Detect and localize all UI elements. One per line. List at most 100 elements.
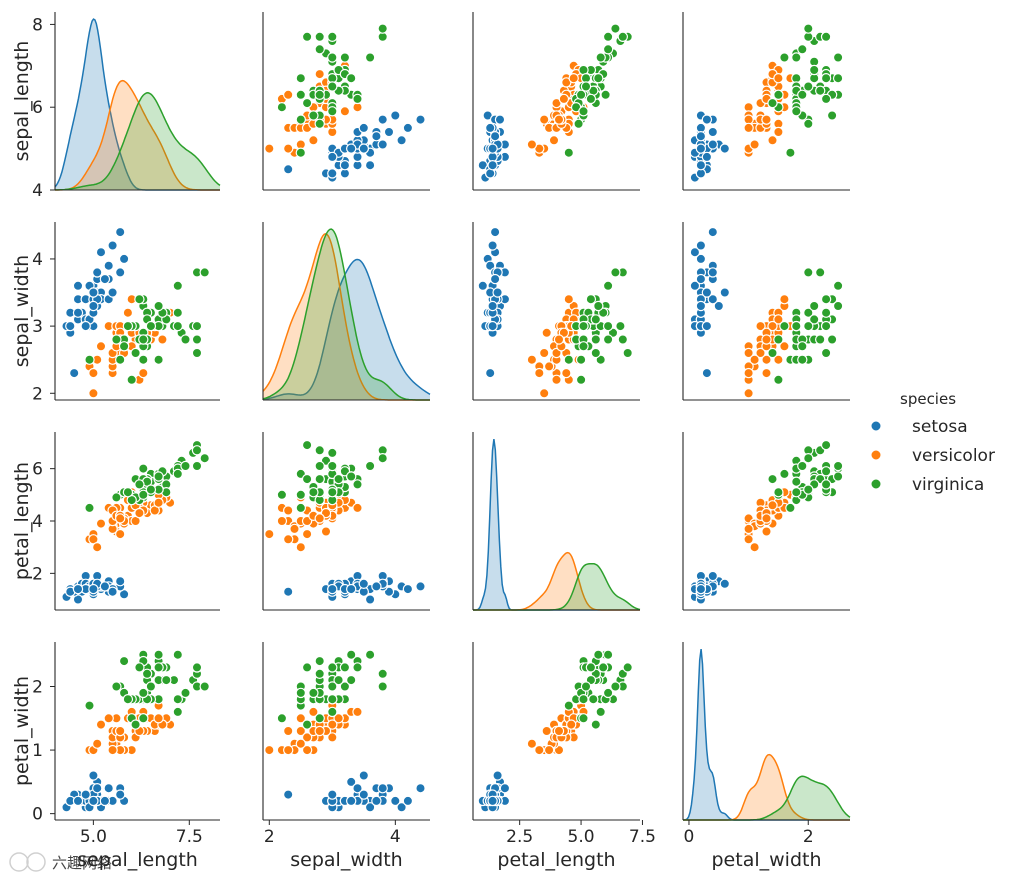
x-tick-label: 0 (684, 827, 695, 847)
point-setosa-43 (719, 287, 731, 298)
point-versicolor-10 (264, 143, 275, 154)
point-virginica-46 (295, 489, 306, 500)
point-virginica-35 (327, 31, 338, 43)
point-virginica-10 (803, 307, 814, 318)
point-versicolor-49 (114, 513, 126, 524)
point-versicolor-36 (153, 713, 164, 724)
point-setosa-31 (352, 783, 363, 794)
point-setosa-23 (346, 776, 357, 788)
point-virginica-21 (111, 334, 122, 345)
point-virginica-6 (785, 502, 796, 514)
point-setosa-49 (487, 143, 498, 154)
subplot-petal_length-vs-petal_width (682, 432, 850, 611)
point-setosa-18 (494, 114, 506, 125)
legend-marker-versicolor (870, 449, 882, 461)
point-setosa-49 (695, 143, 707, 154)
point-setosa-46 (377, 139, 388, 150)
point-setosa-47 (72, 307, 84, 318)
point-setosa-45 (327, 789, 338, 800)
point-setosa-36 (485, 122, 496, 134)
point-virginica-42 (118, 341, 130, 352)
point-virginica-33 (138, 334, 149, 345)
point-versicolor-14 (761, 526, 772, 537)
point-setosa-49 (695, 583, 707, 595)
y-tick-label: 4 (32, 512, 43, 532)
point-virginica-6 (563, 700, 575, 711)
point-setosa-16 (383, 126, 395, 138)
point-virginica-47 (803, 484, 814, 495)
point-virginica-22 (191, 445, 203, 456)
point-setosa-45 (487, 320, 498, 332)
point-virginica-22 (617, 334, 629, 345)
point-virginica-6 (295, 502, 306, 514)
point-setosa-48 (371, 130, 382, 142)
point-virginica-31 (610, 267, 621, 278)
point-virginica-14 (826, 110, 838, 121)
y-tick-label: 6 (32, 98, 43, 118)
point-virginica-9 (832, 460, 844, 472)
point-virginica-46 (138, 489, 149, 500)
point-setosa-47 (487, 159, 498, 171)
point-virginica-31 (803, 453, 814, 464)
y-tick-label: 2 (32, 384, 43, 404)
point-versicolor-48 (295, 542, 306, 553)
point-virginica-30 (797, 44, 808, 55)
point-virginica-9 (172, 649, 183, 660)
point-setosa-15 (489, 226, 501, 238)
point-versicolor-36 (773, 72, 784, 84)
point-virginica-30 (602, 334, 614, 345)
point-setosa-48 (371, 581, 382, 592)
point-versicolor-41 (767, 320, 778, 332)
subplot-sepal_width-vs-petal_width (682, 222, 850, 401)
point-virginica-46 (138, 687, 149, 699)
point-setosa-15 (415, 783, 426, 794)
point-virginica-39 (333, 674, 344, 686)
x-tick-label: 5.0 (80, 827, 107, 847)
point-virginica-34 (767, 473, 778, 485)
point-virginica-35 (602, 320, 614, 332)
point-virginica-35 (327, 460, 338, 472)
point-versicolor-42 (301, 732, 313, 743)
point-virginica-18 (301, 31, 313, 43)
point-setosa-41 (485, 367, 496, 379)
point-setosa-49 (88, 300, 99, 312)
point-setosa-47 (695, 159, 707, 171)
point-virginica-31 (610, 681, 621, 692)
point-virginica-48 (352, 93, 363, 105)
point-virginica-9 (364, 52, 376, 63)
legend: species setosa versicolor virginica (870, 390, 995, 495)
point-setosa-48 (99, 581, 111, 592)
point-setosa-22 (364, 159, 376, 171)
y-tick-label: 1 (32, 741, 43, 761)
point-virginica-19 (575, 374, 587, 385)
point-virginica-9 (602, 649, 614, 660)
point-setosa-32 (396, 135, 407, 146)
point-virginica-44 (832, 300, 844, 312)
point-virginica-48 (820, 479, 832, 490)
point-virginica-5 (327, 447, 338, 459)
point-virginica-9 (832, 52, 844, 63)
point-versicolor-43 (88, 367, 99, 379)
point-virginica-49 (791, 106, 802, 117)
point-setosa-43 (492, 287, 503, 298)
kde-area-versicolor (473, 552, 640, 610)
point-virginica-18 (820, 439, 832, 451)
x-axis-title-sepal_length: sepal_length (77, 849, 198, 871)
point-virginica-47 (327, 681, 338, 692)
point-versicolor-49 (761, 513, 772, 524)
point-virginica-49 (578, 320, 589, 332)
point-virginica-6 (785, 147, 796, 158)
point-setosa-45 (701, 320, 713, 332)
point-versicolor-9 (95, 518, 107, 529)
point-setosa-15 (114, 226, 126, 238)
point-virginica-47 (145, 484, 157, 495)
point-virginica-29 (327, 706, 338, 718)
point-versicolor-29 (539, 114, 550, 125)
y-tick-label: 2 (32, 564, 43, 584)
point-virginica-22 (314, 31, 325, 43)
point-versicolor-20 (122, 307, 134, 318)
x-tick-label: 4 (390, 827, 401, 847)
point-setosa-40 (358, 789, 369, 800)
point-virginica-18 (301, 662, 313, 673)
